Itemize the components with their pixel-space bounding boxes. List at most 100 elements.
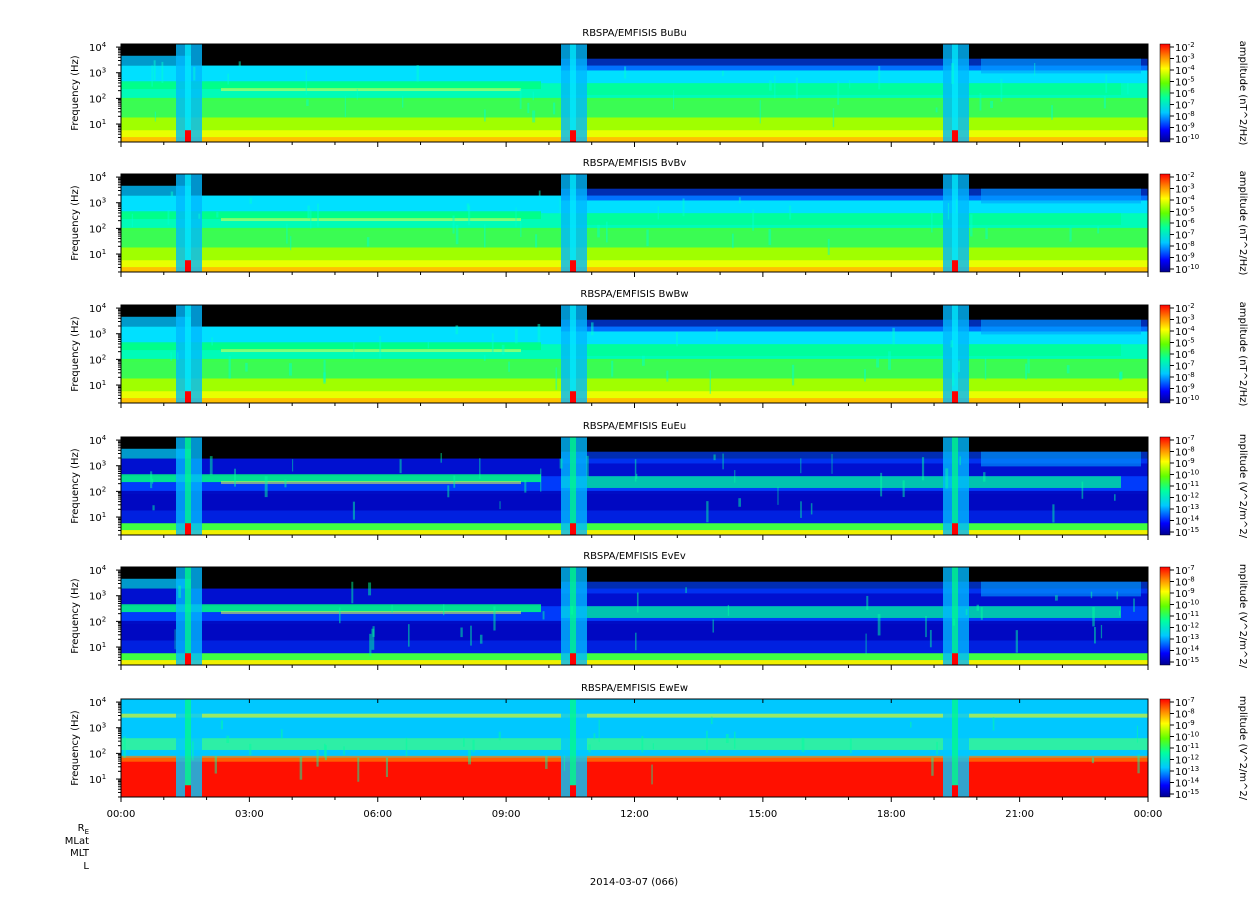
colorbar-tick-label: 10-5	[1175, 76, 1195, 89]
y-tick-label: 102	[89, 747, 106, 760]
y-axis-label: Frequency (Hz)	[70, 55, 81, 131]
ephem-label-l: L	[83, 861, 89, 872]
y-tick-label: 101	[89, 118, 106, 131]
y-tick-label: 104	[89, 564, 107, 577]
panel-1: RBSPA/EMFISIS BuBu 101 102 103 104 Frequency …	[70, 28, 1248, 147]
colorbar-tick-label: 10-9	[1175, 252, 1195, 265]
spectrogram-image	[121, 437, 1148, 535]
x-tick-label: 18:00	[877, 809, 906, 820]
colorbar-tick-label: 10-4	[1175, 194, 1195, 207]
x-tick-label: 15:00	[748, 809, 777, 820]
colorbar-tick-label: 10-13	[1175, 765, 1199, 778]
x-tick-label: 12:00	[620, 809, 649, 820]
colorbar-tick-label: 10-7	[1175, 360, 1195, 373]
colorbar-tick-label: 10-10	[1175, 469, 1199, 482]
colorbar-tick-label: 10-9	[1175, 383, 1195, 396]
colorbar-tick-label: 10-12	[1175, 622, 1199, 635]
colorbar-tick-label: 10-12	[1175, 492, 1199, 505]
panel-title: RBSPA/EMFISIS BuBu	[582, 28, 686, 39]
y-tick-label: 102	[89, 615, 106, 628]
y-axis-label: Frequency (Hz)	[70, 578, 81, 654]
colorbar-tick-label: 10-9	[1175, 587, 1195, 600]
colorbar-tick-label: 10-13	[1175, 503, 1199, 516]
colorbar-label: amplitude (nT^2/Hz)	[1237, 171, 1248, 276]
colorbar-tick-label: 10-15	[1175, 788, 1199, 801]
colorbar-tick-label: 10-6	[1175, 217, 1195, 230]
colorbar-tick-label: 10-7	[1175, 564, 1195, 577]
y-tick-label: 104	[89, 302, 107, 315]
colorbar-tick-label: 10-11	[1175, 480, 1199, 493]
panel-title: RBSPA/EMFISIS BvBv	[583, 158, 687, 169]
colorbar-label: amplitude (nT^2/Hz)	[1237, 302, 1248, 407]
y-tick-label: 103	[89, 328, 106, 341]
spectrogram-image	[121, 567, 1148, 665]
colorbar-tick-label: 10-8	[1175, 576, 1195, 589]
panel-3: RBSPA/EMFISIS BwBw 101 102 103 104 Frequency …	[70, 289, 1248, 408]
y-tick-label: 104	[89, 434, 107, 447]
colorbar-tick-label: 10-13	[1175, 633, 1199, 646]
y-tick-label: 102	[89, 353, 106, 366]
colorbar-tick-label: 10-2	[1175, 171, 1195, 184]
colorbar-tick-label: 10-6	[1175, 348, 1195, 361]
y-tick-label: 103	[89, 590, 106, 603]
colorbar-tick-label: 10-3	[1175, 183, 1195, 196]
colorbar-label: amplitude (nT^2/Hz)	[1237, 41, 1248, 146]
y-tick-label: 101	[89, 641, 106, 654]
colorbar-tick-label: 10-2	[1175, 302, 1195, 315]
colorbar-tick-label: 10-7	[1175, 229, 1195, 242]
y-tick-label: 101	[89, 773, 106, 786]
colorbar-tick-label: 10-8	[1175, 708, 1195, 721]
colorbar-tick-label: 10-12	[1175, 754, 1199, 767]
y-tick-label: 101	[89, 379, 106, 392]
ephem-label-re: RE	[78, 823, 89, 836]
colorbar-tick-label: 10-4	[1175, 325, 1195, 338]
spectrogram-image	[121, 174, 1148, 272]
y-tick-label: 101	[89, 248, 106, 261]
panel-title: RBSPA/EMFISIS EwEw	[581, 683, 688, 694]
spectrogram-image	[121, 699, 1148, 797]
colorbar-label: mplitude (V^2/m^2/	[1237, 434, 1248, 539]
y-tick-label: 102	[89, 485, 106, 498]
footer: RE MLat MLT L 2014-03-07 (066)	[65, 823, 678, 888]
colorbar	[1159, 566, 1171, 666]
colorbar-tick-label: 10-5	[1175, 337, 1195, 350]
panel-title: RBSPA/EMFISIS EvEv	[583, 551, 686, 562]
panel-4: RBSPA/EMFISIS EuEu 101 102 103 104 Frequency …	[70, 421, 1248, 540]
colorbar-tick-label: 10-14	[1175, 645, 1200, 658]
y-axis-label: Frequency (Hz)	[70, 710, 81, 786]
y-tick-label: 104	[89, 171, 107, 184]
colorbar	[1159, 698, 1171, 798]
y-tick-label: 101	[89, 511, 106, 524]
y-tick-label: 103	[89, 67, 106, 80]
colorbar-tick-label: 10-10	[1175, 263, 1199, 276]
y-tick-label: 102	[89, 222, 106, 235]
colorbar-tick-label: 10-8	[1175, 446, 1195, 459]
x-tick-label: 00:00	[107, 809, 136, 820]
colorbar-tick-label: 10-9	[1175, 122, 1195, 135]
colorbar-tick-label: 10-11	[1175, 742, 1199, 755]
colorbar	[1159, 43, 1171, 143]
colorbar-tick-label: 10-2	[1175, 41, 1195, 54]
colorbar-tick-label: 10-15	[1175, 656, 1199, 669]
x-tick-label: 21:00	[1005, 809, 1034, 820]
y-axis-label: Frequency (Hz)	[70, 185, 81, 261]
spectrogram-image	[121, 44, 1148, 142]
x-tick-label: 03:00	[235, 809, 264, 820]
colorbar-tick-label: 10-7	[1175, 434, 1195, 447]
spectrogram-image	[121, 305, 1148, 403]
colorbar-tick-label: 10-10	[1175, 731, 1199, 744]
colorbar-tick-label: 10-14	[1175, 777, 1200, 790]
y-axis-label: Frequency (Hz)	[70, 448, 81, 524]
colorbar	[1159, 304, 1171, 404]
colorbar-tick-label: 10-8	[1175, 371, 1195, 384]
colorbar-tick-label: 10-11	[1175, 610, 1199, 623]
panel-title: RBSPA/EMFISIS EuEu	[583, 421, 686, 432]
panel-6: RBSPA/EMFISIS EwEw 101 102 103 104 Frequency …	[70, 683, 1248, 820]
colorbar-tick-label: 10-15	[1175, 526, 1199, 539]
panel-title: RBSPA/EMFISIS BwBw	[580, 289, 688, 300]
x-tick-label: 09:00	[492, 809, 521, 820]
colorbar-tick-label: 10-3	[1175, 314, 1195, 327]
colorbar-label: mplitude (V^2/m^2/	[1237, 696, 1248, 801]
colorbar-tick-label: 10-3	[1175, 53, 1195, 66]
